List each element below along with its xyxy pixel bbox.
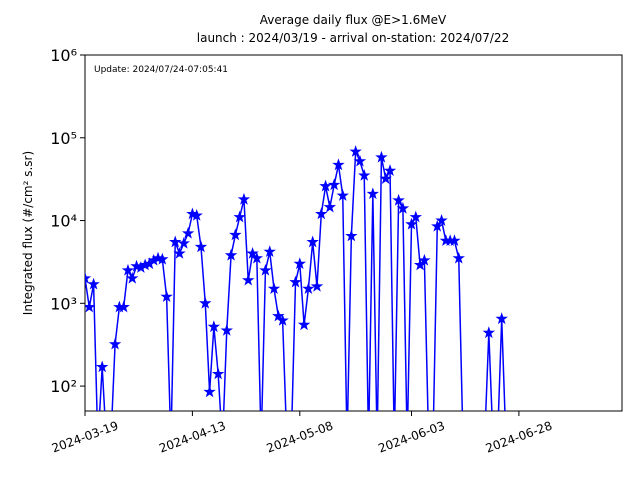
data-point [289,275,302,288]
data-point [323,200,337,213]
data-point [121,263,135,276]
data-point [267,282,281,295]
data-point [327,178,341,191]
data-point [495,312,508,325]
plot-area [85,145,508,411]
data-point [392,193,405,206]
data-point [85,300,96,313]
chart-title: Average daily flux @E>1.6MeV [260,13,447,27]
data-point [203,385,216,398]
data-point [336,189,349,201]
data-point [173,246,186,259]
data-point [409,210,423,223]
data-point [353,154,367,167]
data-point [85,271,92,284]
data-point [375,150,388,163]
data-point [302,282,315,295]
y-tick-label: 10³ [50,294,77,313]
data-point [126,271,139,284]
data-point [435,214,448,226]
data-point [293,257,307,270]
data-point [194,240,208,253]
data-point [117,300,130,313]
data-point [345,229,358,242]
data-point [405,217,418,230]
data-point [332,158,345,171]
data-point [229,228,242,241]
data-point [276,313,289,326]
data-point [396,201,410,214]
annotation: Update: 2024/07/24-07:05:41 [94,65,228,75]
data-point [181,226,195,239]
y-axis-label: Integrated flux (#/cm² s.sr) [21,151,35,315]
data-point [177,236,191,249]
y-tick-label: 10⁴ [50,212,77,231]
data-point [233,210,246,223]
data-point [199,296,212,309]
data-point [224,248,238,261]
data-point [319,179,332,192]
data-point [272,309,285,322]
data-point [452,251,465,264]
data-point [169,235,182,248]
y-tick-label: 10⁶ [50,46,77,65]
y-tick-label: 10⁵ [50,129,77,148]
data-point [306,235,319,248]
data-point [482,326,496,339]
data-point [366,187,380,200]
data-point [160,290,173,303]
data-point [237,192,251,205]
data-point [190,208,203,221]
data-point [250,251,264,264]
data-point [310,279,324,292]
data-point [95,360,109,373]
data-point [448,234,461,247]
plot-frame [84,54,623,412]
data-point [263,245,276,257]
data-point [315,207,328,220]
data-point [207,320,221,333]
data-point [379,172,392,185]
data-point [297,318,311,331]
data-point [259,263,272,276]
data-point [431,219,444,232]
data-point [156,252,169,265]
data-point [246,246,259,259]
data-point [418,253,431,266]
data-point [242,273,255,286]
y-tick-label: 10² [50,377,77,396]
data-point [220,323,233,336]
data-point [211,367,225,380]
data-point [108,337,122,350]
chart-subtitle: launch : 2024/03/19 - arrival on-station… [197,31,509,45]
data-point [349,145,362,157]
data-point [87,277,100,290]
data-point [383,164,397,176]
data-point [358,168,371,181]
